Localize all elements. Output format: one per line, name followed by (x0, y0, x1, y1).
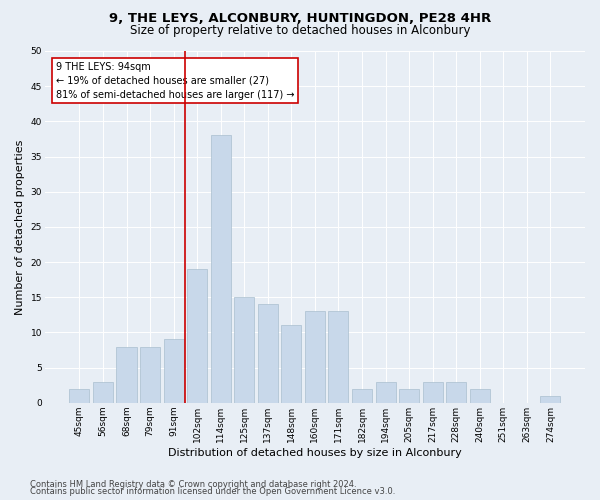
Bar (305, 312, 325, 403)
Bar (116, 346, 137, 403)
Text: 9, THE LEYS, ALCONBURY, HUNTINGDON, PE28 4HR: 9, THE LEYS, ALCONBURY, HUNTINGDON, PE28… (109, 12, 491, 26)
X-axis label: Distribution of detached houses by size in Alconbury: Distribution of detached houses by size … (168, 448, 462, 458)
Bar (187, 269, 207, 403)
Bar (234, 298, 254, 403)
Bar (140, 346, 160, 403)
Bar (258, 304, 278, 403)
Bar (93, 382, 113, 403)
Bar (376, 382, 395, 403)
Bar (281, 326, 301, 403)
Y-axis label: Number of detached properties: Number of detached properties (15, 139, 25, 314)
Bar (352, 388, 372, 403)
Bar (422, 382, 443, 403)
Bar (541, 396, 560, 403)
Text: Contains public sector information licensed under the Open Government Licence v3: Contains public sector information licen… (30, 487, 395, 496)
Bar (446, 382, 466, 403)
Bar (211, 136, 231, 403)
Bar (470, 388, 490, 403)
Bar (70, 388, 89, 403)
Bar (164, 340, 184, 403)
Text: Size of property relative to detached houses in Alconbury: Size of property relative to detached ho… (130, 24, 470, 37)
Text: Contains HM Land Registry data © Crown copyright and database right 2024.: Contains HM Land Registry data © Crown c… (30, 480, 356, 489)
Bar (399, 388, 419, 403)
Bar (328, 312, 349, 403)
Text: 9 THE LEYS: 94sqm
← 19% of detached houses are smaller (27)
81% of semi-detached: 9 THE LEYS: 94sqm ← 19% of detached hous… (56, 62, 294, 100)
